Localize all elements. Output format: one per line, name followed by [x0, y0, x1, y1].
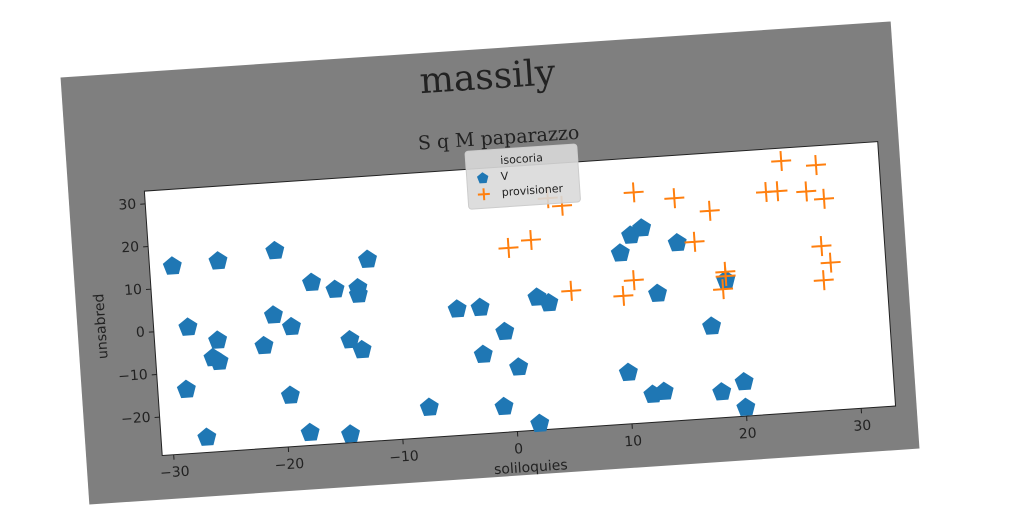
marker: [767, 181, 788, 202]
chart-title: massily: [418, 52, 557, 102]
marker: [352, 339, 372, 359]
x-tick-label: −30: [160, 464, 191, 482]
marker: [341, 424, 360, 443]
legend-label: provisioner: [501, 182, 564, 199]
marker: [699, 200, 720, 221]
marker: [254, 335, 274, 355]
marker: [713, 279, 734, 300]
marker: [618, 362, 638, 382]
marker: [771, 150, 792, 172]
marker: [495, 321, 515, 341]
marker: [348, 284, 368, 303]
marker: [197, 427, 217, 446]
marker: [702, 316, 722, 335]
marker: [209, 351, 229, 371]
marker: [280, 385, 300, 404]
marker: [539, 293, 559, 312]
marker: [667, 232, 687, 252]
marker: [302, 272, 321, 292]
marker: [811, 236, 832, 257]
x-tick-label: 10: [624, 433, 643, 450]
marker: [613, 285, 634, 306]
y-tick-label: 0: [135, 324, 145, 341]
marker: [684, 231, 705, 252]
marker: [265, 240, 285, 260]
series: [498, 150, 841, 306]
y-tick-label: −10: [118, 367, 149, 385]
marker: [178, 317, 198, 336]
marker: [632, 218, 652, 237]
marker: [263, 305, 283, 324]
marker: [715, 261, 736, 282]
figure: massily S q M paparazzo soliloquies unsa…: [60, 21, 920, 505]
marker: [736, 397, 756, 416]
x-tick-label: −10: [389, 448, 420, 466]
marker: [419, 397, 439, 416]
marker: [340, 330, 360, 349]
x-tick-label: 30: [853, 418, 872, 435]
legend-box: [464, 143, 581, 210]
marker: [325, 279, 345, 299]
marker: [664, 188, 685, 209]
marker: [358, 249, 377, 269]
marker: [820, 252, 841, 273]
y-axis-label: unsabred: [91, 293, 111, 359]
marker: [796, 181, 817, 202]
marker: [473, 344, 493, 364]
marker: [623, 182, 644, 203]
marker: [610, 243, 630, 262]
marker: [509, 357, 529, 376]
legend-title: isocoria: [500, 151, 543, 167]
marker: [300, 422, 320, 442]
marker: [494, 396, 514, 416]
marker: [281, 316, 301, 336]
x-tick-label: −20: [274, 456, 305, 474]
y-tick-label: 30: [118, 197, 137, 214]
x-tick-label: 20: [738, 425, 757, 442]
marker: [734, 371, 754, 391]
marker: [623, 270, 644, 291]
marker: [530, 413, 550, 433]
marker: [176, 379, 196, 399]
marker: [712, 382, 732, 401]
y-tick-label: −20: [121, 410, 152, 428]
marker: [813, 188, 835, 209]
y-tick-label: 20: [121, 239, 140, 256]
marker: [162, 256, 182, 275]
marker: [208, 330, 228, 349]
y-tick-label: 10: [124, 282, 143, 299]
legend-label: V: [500, 170, 509, 184]
marker: [561, 280, 582, 301]
marker: [208, 251, 228, 270]
x-tick-label: 0: [514, 441, 524, 458]
marker: [805, 155, 827, 176]
marker: [813, 270, 834, 291]
marker: [648, 283, 668, 303]
marker: [498, 237, 519, 258]
x-axis-label: soliloquies: [494, 457, 569, 478]
legend-marker: [476, 172, 489, 184]
marker: [654, 381, 674, 401]
legend-marker: [477, 188, 490, 201]
series: [162, 218, 756, 446]
marker: [520, 229, 542, 251]
marker: [447, 299, 467, 318]
marker: [470, 297, 490, 317]
